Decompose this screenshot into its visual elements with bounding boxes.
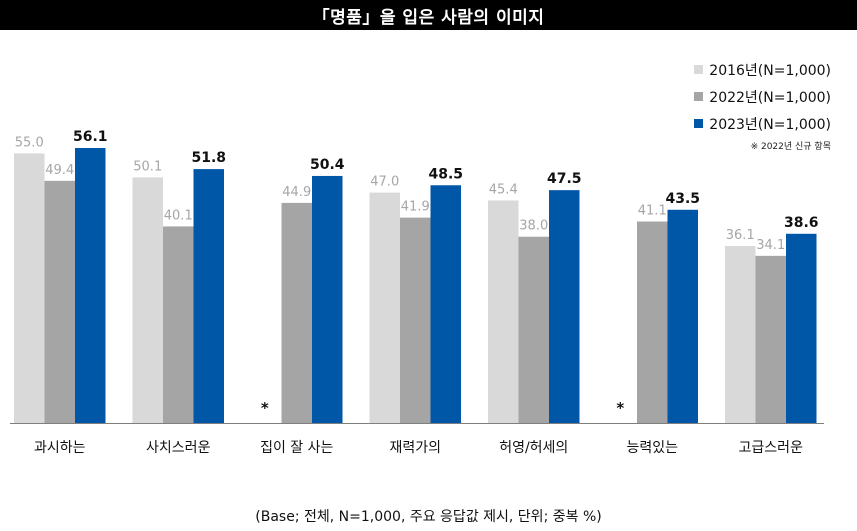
- data-label-2023-4: 48.5: [428, 166, 463, 182]
- legend-label-2016: 2016년(N=1,000): [709, 62, 831, 79]
- data-label-2022-6: 41.1: [638, 204, 667, 219]
- data-label-2022-2: 40.1: [164, 208, 193, 223]
- data-label-2016-5: 45.4: [489, 182, 518, 197]
- legend-swatch-2023: [694, 119, 704, 128]
- data-label-2016-1: 55.0: [15, 135, 44, 150]
- data-label-2022-5: 38.0: [519, 219, 548, 234]
- bar-2016-4: [369, 192, 400, 423]
- data-label-2023-1: 56.1: [73, 129, 108, 145]
- category-label-5: 허영/허세의: [499, 440, 568, 456]
- bar-2023-2: [193, 169, 224, 423]
- bar-2022-2: [163, 226, 194, 423]
- legend-item-2016: 2016년(N=1,000): [694, 56, 831, 83]
- bar-2022-4: [400, 217, 431, 423]
- base-note: (Base; 전체, N=1,000, 주요 응답값 제시, 단위; 중복 %): [255, 509, 602, 525]
- bar-2016-2: [132, 177, 163, 423]
- bar-chart: 55.049.4 56.1 과시하는 50.1 40.1 51.8 사치스러운 * 44.9 50…: [10, 129, 824, 456]
- category-label-2: 사치스러운: [146, 440, 211, 456]
- data-label-2016-2: 50.1: [133, 159, 162, 174]
- data-label-2022-7: 34.1: [756, 238, 785, 253]
- bar-2023-6: [667, 209, 698, 423]
- bar-2023-4: [430, 185, 461, 423]
- bar-2023-7: [786, 233, 817, 423]
- missing-marker: *: [616, 399, 624, 417]
- category-label-3: 집이 잘 사는: [260, 440, 333, 456]
- bar-2016-5: [488, 200, 519, 423]
- data-label-2023-6: 43.5: [665, 191, 700, 207]
- legend-note: ※ 2022년 신규 항목: [750, 142, 831, 152]
- legend-item-2022: 2022년(N=1,000): [694, 83, 831, 110]
- bar-2022-6: [637, 221, 668, 423]
- legend: 2016년(N=1,000) 2022년(N=1,000) 2023년(N=1,…: [694, 56, 831, 152]
- data-label-2016-7: 36.1: [726, 228, 755, 243]
- category-label-6: 능력있는: [626, 440, 678, 456]
- bar-2016-7: [725, 246, 756, 423]
- legend-label-2023: 2023년(N=1,000): [709, 116, 831, 133]
- bar-2023-5: [549, 190, 580, 423]
- legend-swatch-2016: [694, 65, 704, 74]
- data-label-2023-2: 51.8: [191, 150, 226, 166]
- data-label-2023-3: 50.4: [310, 157, 345, 173]
- category-label-4: 재력가의: [389, 440, 441, 456]
- bar-2016-1: [14, 153, 45, 423]
- data-label-2023-7: 38.6: [784, 215, 819, 231]
- chart-title: 「명품」을 입은 사람의 이미지: [0, 0, 857, 30]
- data-label-2016-4: 47.0: [370, 175, 399, 190]
- data-label-2022-4: 41.9: [401, 200, 430, 215]
- category-label-1: 과시하는: [34, 440, 86, 456]
- category-label-7: 고급스러운: [739, 440, 804, 456]
- data-label-2022-1: 49.4: [45, 163, 74, 178]
- legend-swatch-2022: [694, 92, 704, 101]
- data-label-2022-3: 44.9: [282, 185, 311, 200]
- bar-2022-7: [755, 255, 786, 423]
- data-label-2023-5: 47.5: [547, 171, 582, 187]
- bar-2023-1: [75, 148, 106, 423]
- legend-label-2022: 2022년(N=1,000): [709, 89, 831, 106]
- bar-2022-1: [44, 180, 75, 423]
- legend-item-2023: 2023년(N=1,000): [694, 110, 831, 137]
- bar-2023-3: [312, 175, 343, 423]
- bar-2022-3: [281, 202, 312, 423]
- missing-marker: *: [261, 399, 269, 417]
- bar-2022-5: [518, 236, 549, 423]
